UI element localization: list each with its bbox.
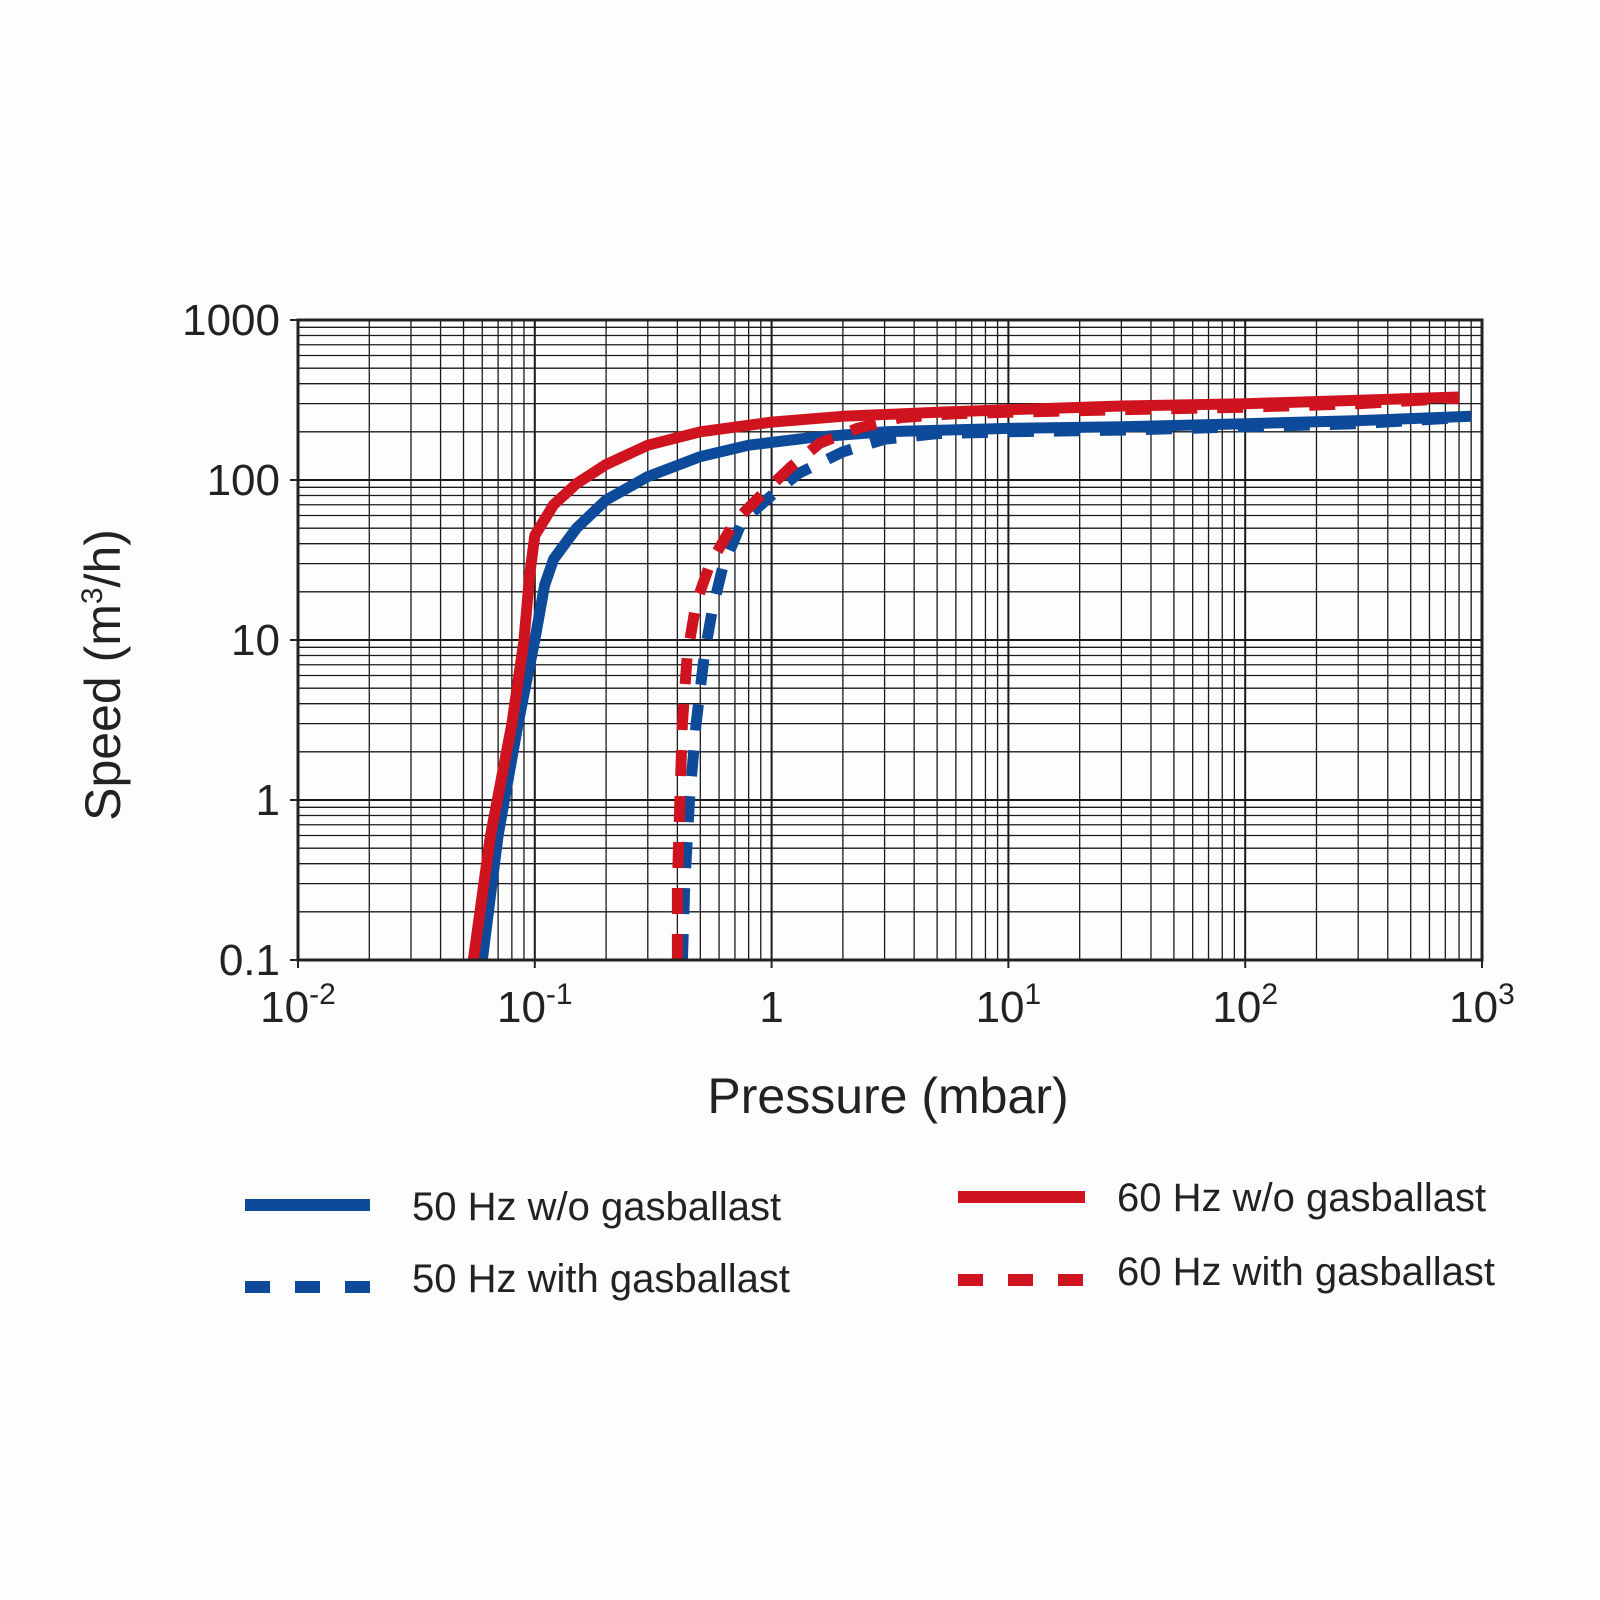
legend: 50 Hz w/o gasballast 50 Hz with gasballa… [245,1176,1495,1301]
series-layer [467,391,1472,961]
legend-label: 50 Hz w/o gasballast [412,1185,781,1229]
y-axis-title-prefix: Speed (m [75,604,131,821]
x-tick-labels: 10-2 10-1 1 101 102 103 [260,978,1515,1032]
y-tick-label: 1 [256,776,280,825]
y-tick-labels: 0.1 1 10 100 1000 [182,296,280,985]
x-tick-label: 10-2 [260,978,336,1032]
legend-label: 60 Hz with gasballast [1117,1250,1495,1294]
x-tick-label: 103 [1449,978,1515,1032]
series-line-1 [476,410,1472,961]
legend-label: 60 Hz w/o gasballast [1117,1176,1486,1220]
y-axis-title-suffix: /h) [75,529,131,587]
plot-frame [296,318,1484,962]
y-tick-label: 1000 [182,296,280,345]
grid [297,320,1482,961]
x-tick-label: 10-1 [497,978,573,1032]
y-axis-title: Speed (m3/h) [75,529,131,821]
series-line-4 [671,392,1460,960]
x-axis-title: Pressure (mbar) [707,1068,1068,1124]
y-tick-label: 10 [231,616,280,665]
y-axis-title-sup: 3 [76,587,109,604]
legend-label: 50 Hz with gasballast [412,1257,790,1301]
x-tick-label: 1 [759,983,783,1032]
legend-item-50hz-without-gasballast: 50 Hz w/o gasballast [245,1185,781,1229]
series-line-3 [467,391,1460,961]
legend-item-50hz-with-gasballast: 50 Hz with gasballast [245,1257,790,1301]
y-tick-label: 0.1 [219,936,280,985]
legend-item-60hz-without-gasballast: 60 Hz w/o gasballast [958,1176,1486,1220]
series-line-2 [676,412,1460,961]
legend-item-60hz-with-gasballast: 60 Hz with gasballast [958,1250,1495,1294]
x-tick-label: 102 [1212,978,1278,1032]
x-tick-label: 101 [976,978,1042,1032]
y-tick-label: 100 [207,456,280,505]
